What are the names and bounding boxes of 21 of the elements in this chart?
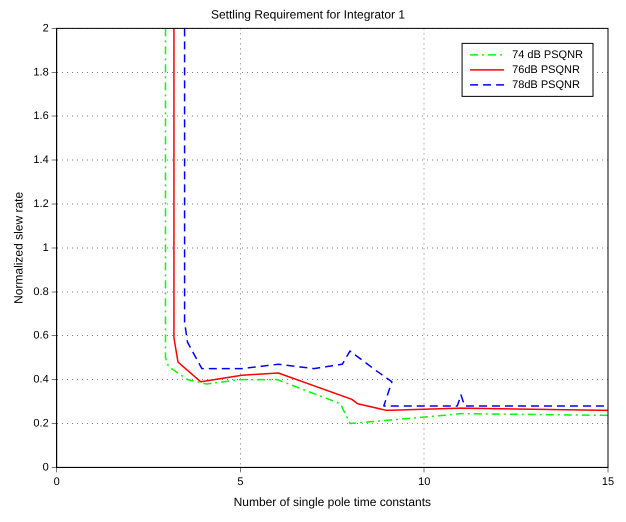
legend-label: 74 dB PSQNR xyxy=(512,48,584,61)
x-tick-label: 10 xyxy=(418,476,430,488)
y-tick-label: 0.8 xyxy=(33,286,49,298)
y-tick-label: 0.6 xyxy=(33,330,49,342)
y-tick-label: 1.4 xyxy=(33,154,49,166)
x-tick-label: 5 xyxy=(237,476,244,488)
y-tick-label: 2 xyxy=(42,22,49,34)
chart-title: Settling Requirement for Integrator 1 xyxy=(210,8,406,22)
x-tick-label: 15 xyxy=(602,476,614,488)
y-tick-label: 0 xyxy=(42,461,49,474)
y-tick-label: 1.8 xyxy=(33,66,49,78)
x-axis-title: Number of single pole time constants xyxy=(234,495,432,510)
y-tick-label: 1.2 xyxy=(33,198,49,210)
y-tick-label: 0.2 xyxy=(33,418,49,430)
legend-label: 76dB PSQNR xyxy=(512,64,580,76)
legend-label: 78dB PSQNR xyxy=(512,78,580,91)
y-tick-label: 1 xyxy=(42,242,49,254)
y-tick-label: 0.4 xyxy=(33,374,49,386)
y-axis-title: Normalized slew rate xyxy=(12,192,26,304)
x-tick-label: 0 xyxy=(54,476,60,488)
y-tick-label: 1.6 xyxy=(33,110,49,122)
